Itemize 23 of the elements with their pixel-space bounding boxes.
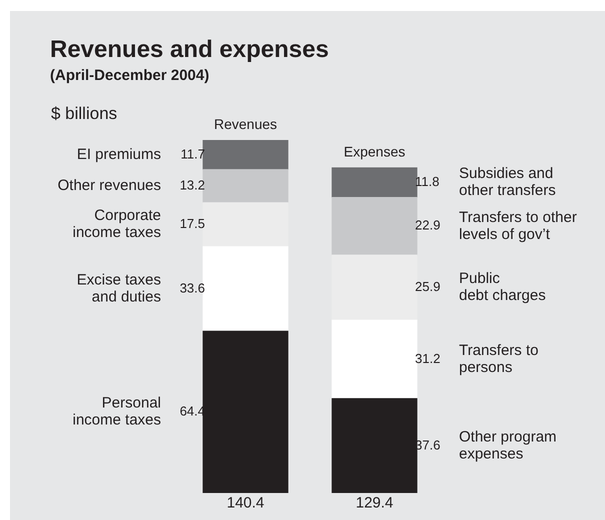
total-label: 140.4 [226, 494, 264, 512]
text: Personal income taxes [72, 394, 161, 429]
x-tick-label: Revenues [214, 116, 278, 132]
chart-subtitle: (April-December 2004) [50, 67, 210, 84]
x-tick-label: Expenses [344, 144, 406, 160]
data-label: 17.5 [180, 216, 205, 232]
text: EI premiums [76, 146, 161, 163]
text: Transfers to persons [459, 342, 538, 376]
text: Corporate income taxes [72, 207, 161, 242]
text: Other revenues [58, 177, 161, 194]
y-axis-title: $ billions [51, 104, 118, 124]
text: Other program expenses [459, 428, 557, 462]
data-label: 33.6 [180, 280, 205, 296]
text: Transfers to other levels of gov’t [459, 208, 577, 243]
total-label: 129.4 [356, 494, 394, 512]
text: Subsidies and other transfers [459, 165, 556, 200]
text: Excise taxes and duties [76, 271, 161, 306]
chart-title: Revenues and expenses [50, 36, 329, 64]
data-label: 22.9 [415, 218, 440, 233]
data-label: 13.2 [180, 178, 205, 193]
data-label: 31.2 [415, 350, 440, 366]
data-label: 25.9 [415, 279, 440, 294]
text: Public debt charges [459, 270, 546, 304]
